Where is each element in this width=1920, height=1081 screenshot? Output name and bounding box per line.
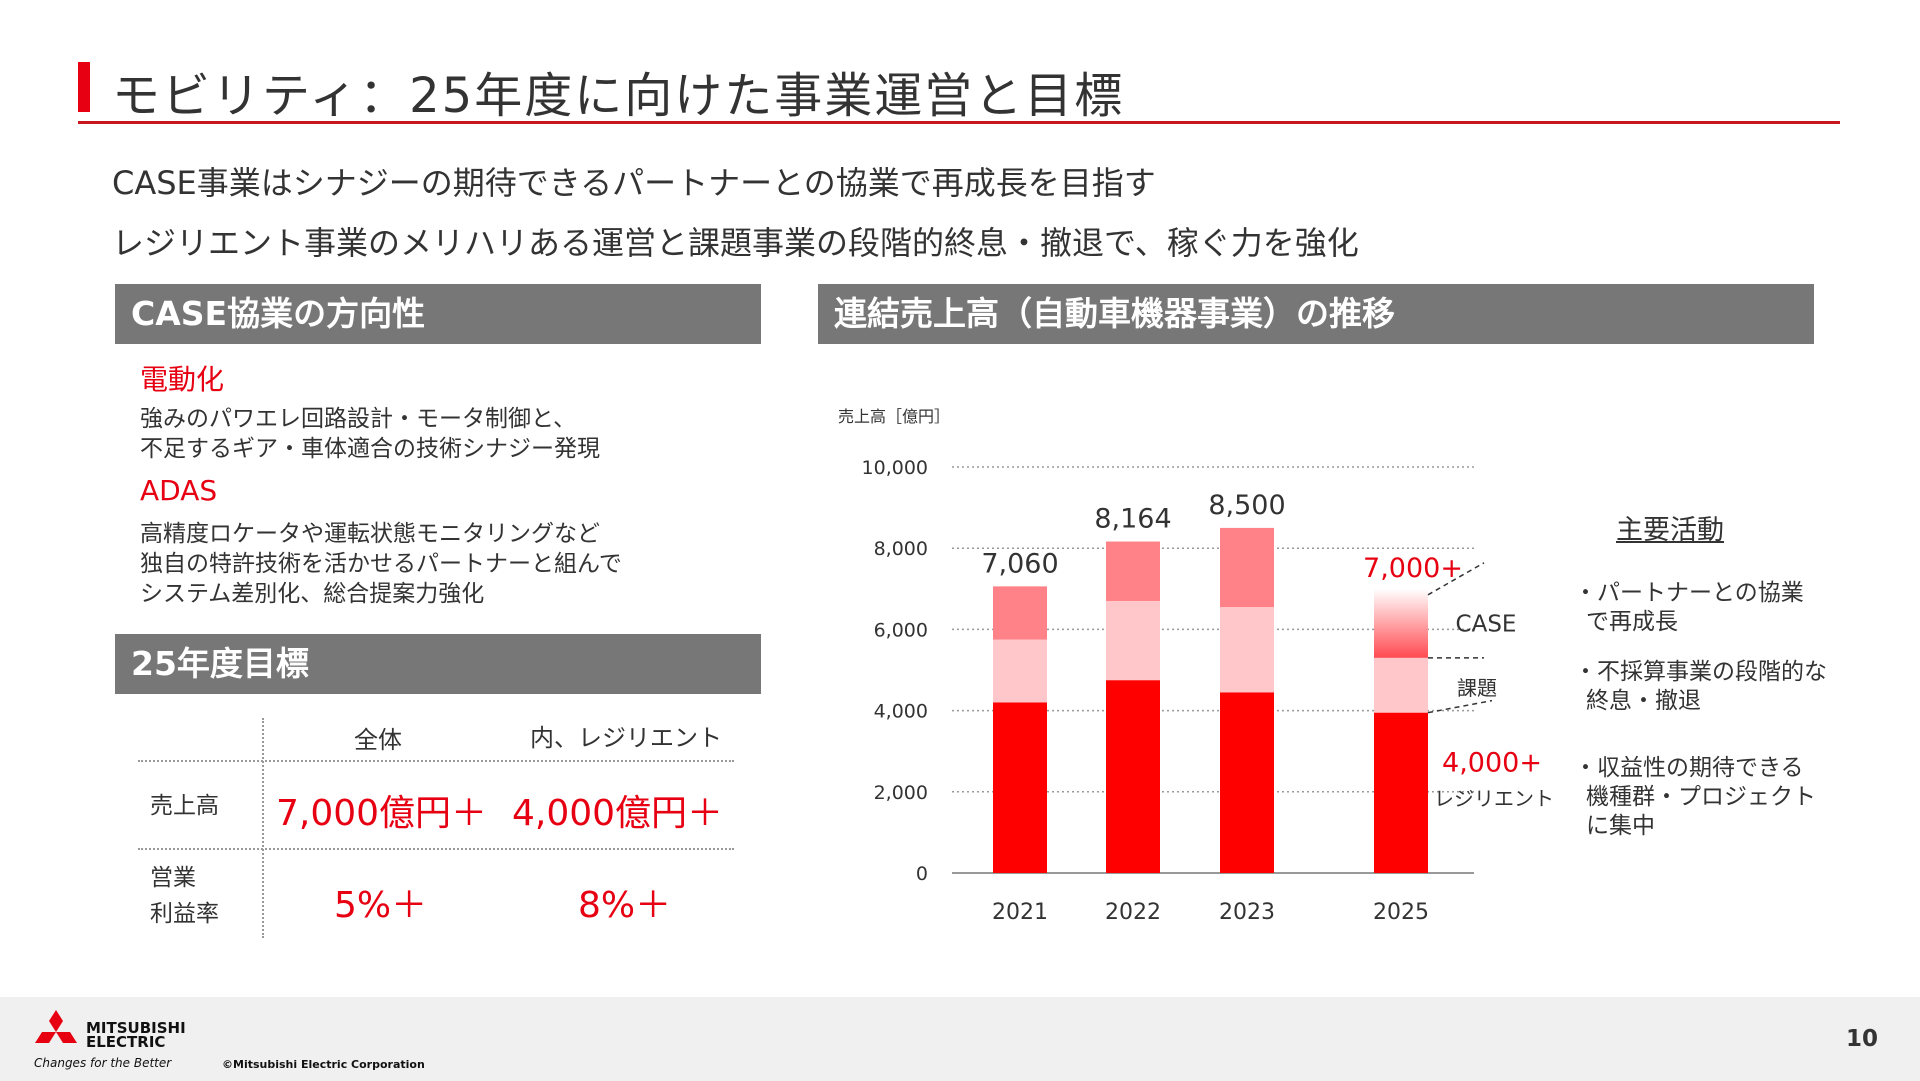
logo-line: ELECTRIC xyxy=(86,1033,166,1051)
footer xyxy=(0,997,1920,1081)
activities-title: 主要活動 xyxy=(1616,515,1724,546)
activity-line: に集中 xyxy=(1586,813,1655,839)
mitsubishi-three-diamonds-icon xyxy=(35,1010,77,1043)
target-sales-resilient: 4,000億円＋ xyxy=(512,793,724,834)
case-item-text-electrification: 強みのパワエレ回路設計・モータ制御と、 不足するギア・車体適合の技術シナジー発現 xyxy=(140,404,600,464)
activity-item: ・不採算事業の段階的な 終息・撤退 xyxy=(1574,658,1827,716)
bar-segment xyxy=(1220,692,1274,873)
target-sales-all: 7,000億円＋ xyxy=(276,793,488,834)
bar-segment xyxy=(1374,588,1428,658)
y-tick-label: 4,000 xyxy=(874,701,928,723)
bar-segment xyxy=(1374,712,1428,873)
logo-tagline: Changes for the Better xyxy=(34,1056,172,1070)
table-divider xyxy=(138,760,734,762)
activity-line: で再成長 xyxy=(1586,609,1678,635)
bar-total-label: 8,500 xyxy=(1208,490,1285,521)
target-margin-all: 5%＋ xyxy=(334,885,428,926)
y-tick-label: 0 xyxy=(916,863,928,885)
copyright: ©Mitsubishi Electric Corporation xyxy=(222,1058,425,1071)
segment-label-issue: 課題 xyxy=(1457,676,1497,700)
x-tick-label: 2022 xyxy=(1105,900,1161,925)
targets-section-heading: 25年度目標 xyxy=(115,634,761,694)
y-axis-title: 売上高［億円］ xyxy=(838,407,950,426)
bar-segment xyxy=(993,639,1047,703)
y-tick-label: 8,000 xyxy=(874,538,928,560)
table-column-divider xyxy=(262,718,264,938)
annotation-connector xyxy=(1427,562,1485,596)
bar-segment xyxy=(1220,607,1274,693)
case-item-line: 強みのパワエレ回路設計・モータ制御と、 xyxy=(140,406,577,432)
case-section-heading: CASE協業の方向性 xyxy=(115,284,761,344)
case-item-line: 独自の特許技術を活かせるパートナーと組んで xyxy=(140,551,622,577)
target-row-margin: 営業 利益率 xyxy=(150,860,219,932)
case-item-line: 不足するギア・車体適合の技術シナジー発現 xyxy=(140,436,600,462)
bar-segment xyxy=(993,702,1047,873)
x-tick-label: 2025 xyxy=(1373,900,1429,925)
page-title: モビリティ：25年度に向けた事業運営と目標 xyxy=(112,68,1125,124)
bar-segment xyxy=(1106,680,1160,873)
table-divider xyxy=(138,848,734,850)
bar-segment xyxy=(1106,541,1160,601)
activity-line: 終息・撤退 xyxy=(1586,688,1701,714)
lead-text-resilient: レジリエント事業のメリハリある運営と課題事業の段階的終息・撤退で、稼ぐ力を強化 xyxy=(112,224,1359,262)
y-tick-label: 6,000 xyxy=(874,619,928,641)
bar-segment xyxy=(993,586,1047,640)
target-col-all: 全体 xyxy=(354,726,402,754)
bar-segment xyxy=(1374,657,1428,713)
x-tick-label: 2021 xyxy=(992,900,1048,925)
target-row-margin-line1: 営業 xyxy=(150,865,196,891)
case-item-title-adas: ADAS xyxy=(140,474,218,507)
activity-item: ・パートナーとの協業 で再成長 xyxy=(1574,579,1804,637)
target-margin-resilient: 8%＋ xyxy=(578,885,672,926)
annotation-connector xyxy=(1427,699,1493,714)
activity-line: ・不採算事業の段階的な xyxy=(1574,659,1827,685)
bar-segment xyxy=(1106,600,1160,681)
segment-label-resilient-value: 4,000+ xyxy=(1442,748,1542,779)
target-col-resilient: 内、レジリエント xyxy=(530,724,722,752)
segment-label-case: CASE xyxy=(1456,611,1517,637)
segment-label-resilient: レジリエント xyxy=(1434,787,1554,811)
x-tick-label: 2023 xyxy=(1219,900,1275,925)
activity-line: 機種群・プロジェクト xyxy=(1586,784,1816,810)
lead-text-case: CASE事業はシナジーの期待できるパートナーとの協業で再成長を目指す xyxy=(112,164,1156,202)
bar-total-label: 8,164 xyxy=(1094,504,1171,535)
y-tick-label: 2,000 xyxy=(874,782,928,804)
activity-line: ・パートナーとの協業 xyxy=(1574,580,1804,606)
case-item-line: システム差別化、総合提案力強化 xyxy=(140,581,485,607)
target-row-sales: 売上高 xyxy=(150,793,219,819)
logo-wordmark: MITSUBISHI ELECTRIC xyxy=(86,1019,186,1051)
activity-line: ・収益性の期待できる xyxy=(1574,755,1804,781)
case-item-title-electrification: 電動化 xyxy=(140,363,225,396)
activity-item: ・収益性の期待できる 機種群・プロジェクト に集中 xyxy=(1574,754,1816,841)
title-divider xyxy=(78,121,1840,124)
target-row-margin-line2: 利益率 xyxy=(150,901,219,927)
bar-total-label: 7,060 xyxy=(981,548,1058,579)
chart-section-heading: 連結売上高（自動車機器事業）の推移 xyxy=(818,284,1814,344)
case-item-text-adas: 高精度ロケータや運転状態モニタリングなど 独自の特許技術を活かせるパートナーと組… xyxy=(140,519,622,609)
logo-line: MITSUBISHI xyxy=(86,1019,186,1037)
title-accent-bar xyxy=(78,62,90,112)
bar-total-label: 7,000+ xyxy=(1363,553,1463,584)
y-tick-label: 10,000 xyxy=(862,457,928,479)
case-item-line: 高精度ロケータや運転状態モニタリングなど xyxy=(140,521,600,547)
page-number: 10 xyxy=(1846,1026,1879,1052)
bar-segment xyxy=(1220,527,1274,608)
sales-chart: 売上高［億円］ 10,000 8,000 6,000 4,000 2,000 0 7,060 2… xyxy=(838,407,1554,925)
